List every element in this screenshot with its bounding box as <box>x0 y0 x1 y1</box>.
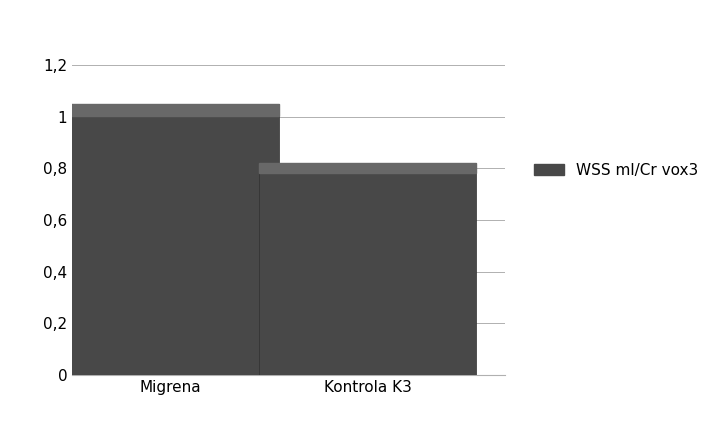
Bar <box>62 104 279 375</box>
Legend: WSS ml/Cr vox3: WSS ml/Cr vox3 <box>528 157 705 184</box>
Bar <box>62 104 279 116</box>
Bar <box>259 163 476 375</box>
Bar <box>259 163 476 173</box>
